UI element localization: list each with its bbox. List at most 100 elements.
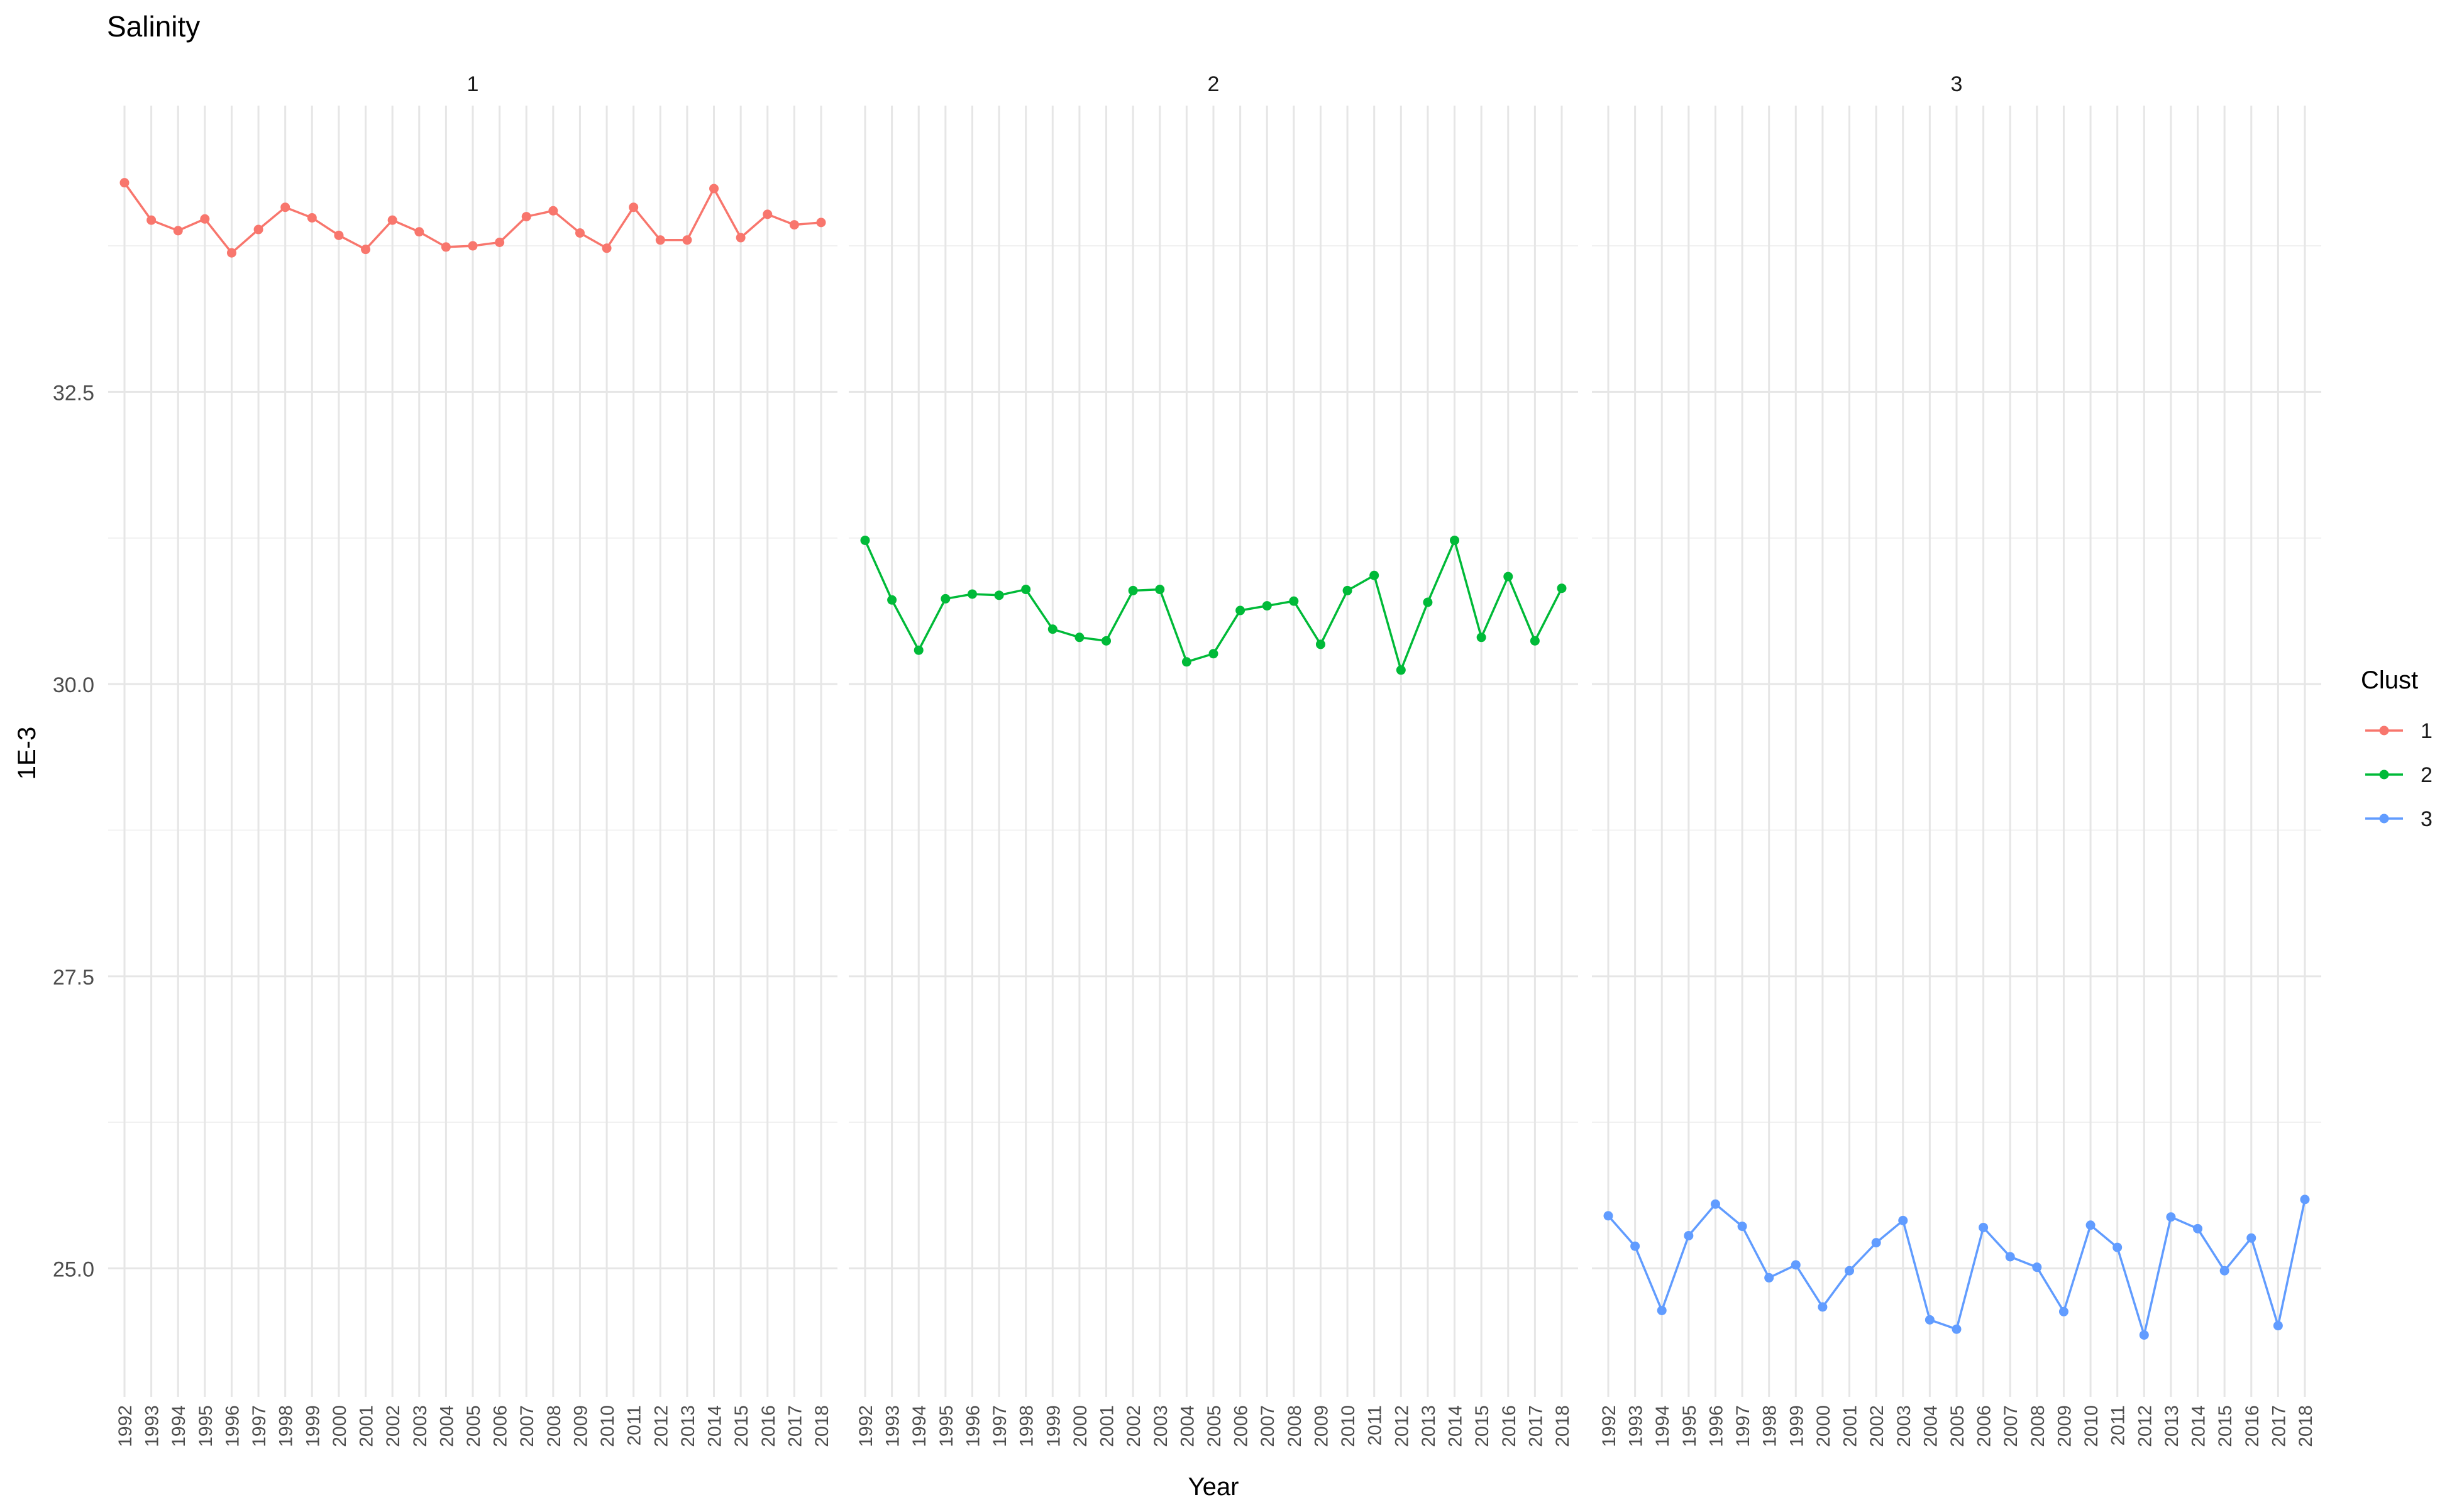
x-tick-label: 2010 <box>597 1405 618 1447</box>
data-point <box>1684 1230 1694 1240</box>
data-point <box>629 202 639 212</box>
x-tick-label: 2001 <box>1097 1405 1118 1447</box>
data-point <box>2058 1306 2068 1316</box>
x-tick-label: 1992 <box>856 1405 876 1447</box>
x-tick-label: 2018 <box>812 1405 832 1447</box>
data-point <box>1925 1315 1935 1325</box>
x-tick-label: 2011 <box>1365 1405 1386 1446</box>
legend-title: Clust <box>2361 666 2418 694</box>
x-tick-label: 2011 <box>624 1405 645 1446</box>
x-tick-label: 2015 <box>731 1405 752 1447</box>
legend-key-point <box>2379 726 2389 736</box>
data-point <box>253 224 263 235</box>
data-point <box>387 215 397 225</box>
x-tick-label: 2016 <box>758 1405 779 1447</box>
data-point <box>119 178 130 188</box>
x-tick-label: 2014 <box>2189 1405 2209 1447</box>
panel-3: 3 1992 1993 1994 1995 1996 1997 1998 1999 2000 200… <box>1592 72 2321 1447</box>
data-point <box>226 248 236 258</box>
x-tick-label: 2018 <box>1552 1405 1573 1447</box>
x-tick-label: 2002 <box>1867 1405 1887 1447</box>
x-tick-label: 2005 <box>463 1405 484 1447</box>
x-tick-label: 1994 <box>909 1405 930 1447</box>
data-point <box>2273 1321 2283 1331</box>
y-tick-label: 30.0 <box>53 673 94 697</box>
data-point <box>1791 1260 1801 1270</box>
data-point <box>709 184 719 194</box>
data-point <box>1369 570 1379 580</box>
data-point <box>173 226 183 236</box>
data-point <box>1871 1238 1881 1248</box>
x-tick-label: 1998 <box>276 1405 297 1447</box>
panel-1: 1 1992 1993 1994 1995 1996 1997 1998 1999 2000 200… <box>108 72 837 1447</box>
x-tick-label: 2007 <box>1257 1405 1278 1447</box>
x-tick-label: 2018 <box>2295 1405 2316 1447</box>
data-point <box>334 230 344 240</box>
data-point <box>2193 1223 2203 1233</box>
x-tick-label: 2008 <box>1284 1405 1305 1447</box>
data-point <box>1423 597 1433 607</box>
data-point <box>2300 1195 2310 1205</box>
x-tick-label: 2009 <box>2054 1405 2075 1447</box>
x-tick-label: 1993 <box>1626 1405 1647 1447</box>
y-tick-label: 32.5 <box>53 381 94 405</box>
legend: 1 2 3 <box>2365 719 2433 831</box>
x-tick-label: 1997 <box>249 1405 270 1447</box>
x-tick-label: 2003 <box>410 1405 431 1447</box>
data-point <box>2166 1212 2176 1222</box>
x-tick-label: 2001 <box>356 1405 377 1447</box>
data-point <box>967 589 977 599</box>
x-tick-label: 2008 <box>544 1405 565 1447</box>
x-tick-label: 1998 <box>1760 1405 1781 1447</box>
data-point <box>1818 1302 1828 1312</box>
data-point <box>1315 639 1325 649</box>
x-tick-label: 2015 <box>1472 1405 1493 1447</box>
x-tick-label: 2002 <box>383 1405 404 1447</box>
data-point <box>1074 632 1085 643</box>
data-point <box>1557 583 1567 593</box>
data-point <box>495 237 505 247</box>
data-point <box>307 212 317 223</box>
x-tick-label: 1995 <box>196 1405 216 1447</box>
x-tick-label: 1998 <box>1017 1405 1037 1447</box>
data-point <box>1476 632 1486 643</box>
x-tick-label: 2012 <box>651 1405 671 1447</box>
y-tick-label: 25.0 <box>53 1258 94 1282</box>
data-point <box>1503 571 1513 582</box>
data-point <box>1208 649 1218 659</box>
data-point <box>1764 1272 1774 1283</box>
x-tick-label: 2003 <box>1894 1405 1914 1447</box>
data-point <box>2085 1220 2096 1230</box>
x-tick-label: 1994 <box>168 1405 189 1447</box>
x-tick-label: 2000 <box>1813 1405 1834 1447</box>
x-tick-label: 1999 <box>1043 1405 1064 1447</box>
data-point <box>2112 1242 2123 1252</box>
data-point <box>914 645 924 655</box>
x-tick-label: 2000 <box>329 1405 350 1447</box>
data-point <box>887 595 897 605</box>
data-point <box>655 235 665 245</box>
x-tick-label: 2004 <box>436 1405 457 1447</box>
data-point <box>2246 1233 2256 1243</box>
x-tick-label: 2007 <box>2001 1405 2021 1447</box>
x-tick-label: 2001 <box>1840 1405 1861 1447</box>
facet-strip-label: 1 <box>467 72 479 96</box>
x-tick-label: 2008 <box>2028 1405 2048 1447</box>
y-tick-label: 27.5 <box>53 966 94 990</box>
data-point <box>2032 1262 2042 1272</box>
x-tick-label: 2010 <box>1338 1405 1359 1447</box>
data-point <box>548 206 558 216</box>
x-tick-label: 1995 <box>936 1405 957 1447</box>
data-point <box>1898 1215 1908 1225</box>
x-tick-label: 2000 <box>1070 1405 1091 1447</box>
facet-strip-label: 2 <box>1208 72 1220 96</box>
y-axis-label: 1E-3 <box>13 727 41 780</box>
x-tick-label: 2017 <box>785 1405 805 1447</box>
x-tick-label: 1996 <box>222 1405 243 1447</box>
x-tick-label: 1995 <box>1679 1405 1700 1447</box>
x-tick-label: 2012 <box>1391 1405 1412 1447</box>
data-point <box>1021 585 1031 595</box>
data-point <box>816 218 826 228</box>
x-tick-label: 1992 <box>115 1405 136 1447</box>
data-point <box>860 535 870 545</box>
